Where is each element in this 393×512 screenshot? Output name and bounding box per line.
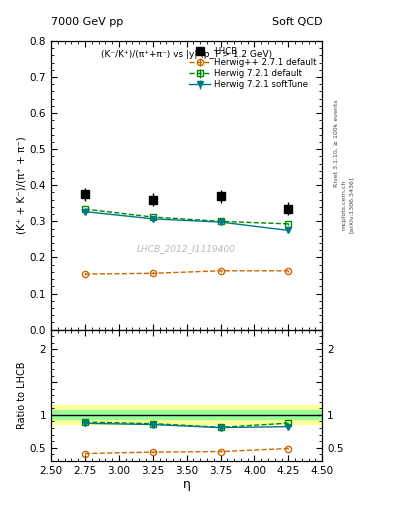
Text: mcplots.cern.ch: mcplots.cern.ch bbox=[342, 180, 346, 230]
Y-axis label: (K⁺ + K⁻)/(π⁺ + π⁻): (K⁺ + K⁻)/(π⁺ + π⁻) bbox=[17, 136, 27, 234]
Text: Rivet 3.1.10, ≥ 100k events: Rivet 3.1.10, ≥ 100k events bbox=[334, 99, 338, 187]
Legend: LHCB, Herwig++ 2.7.1 default, Herwig 7.2.1 default, Herwig 7.2.1 softTune: LHCB, Herwig++ 2.7.1 default, Herwig 7.2… bbox=[187, 45, 318, 91]
Y-axis label: Ratio to LHCB: Ratio to LHCB bbox=[17, 361, 27, 429]
Bar bbox=[51, 405, 322, 424]
X-axis label: η: η bbox=[183, 478, 191, 492]
Bar bbox=[51, 410, 322, 419]
Text: (K⁻/K⁺)/(π⁺+π⁻) vs |y| (p_T > 1.2 GeV): (K⁻/K⁺)/(π⁺+π⁻) vs |y| (p_T > 1.2 GeV) bbox=[101, 50, 272, 58]
Text: Soft QCD: Soft QCD bbox=[272, 16, 322, 27]
Text: [arXiv:1306.3436]: [arXiv:1306.3436] bbox=[349, 177, 354, 233]
Text: 7000 GeV pp: 7000 GeV pp bbox=[51, 16, 123, 27]
Text: LHCB_2012_I1119400: LHCB_2012_I1119400 bbox=[137, 244, 236, 253]
